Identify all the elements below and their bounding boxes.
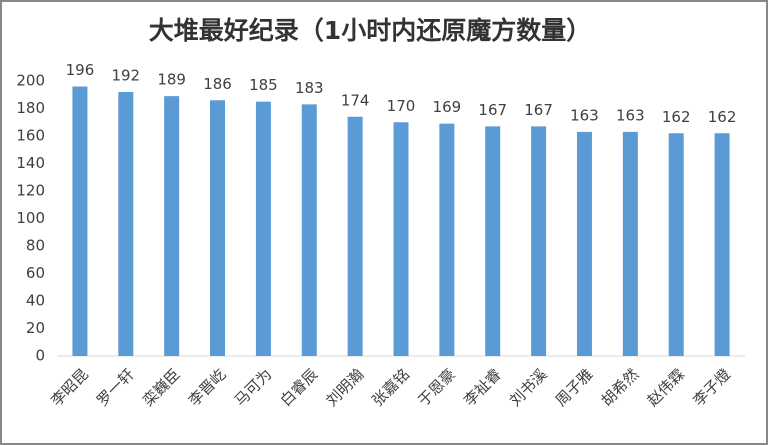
y-tick-label: 0 [35, 347, 45, 365]
bar [531, 126, 547, 356]
data-label: 185 [249, 76, 278, 94]
y-tick-label: 200 [16, 72, 45, 90]
data-label: 162 [708, 108, 737, 126]
bar [439, 123, 455, 356]
bar [668, 133, 684, 356]
bar [118, 92, 134, 356]
bar [622, 131, 638, 356]
bar [72, 86, 88, 356]
y-tick-label: 60 [26, 264, 45, 282]
y-tick-label: 180 [16, 99, 45, 117]
y-tick-label: 140 [16, 154, 45, 172]
chart-title: 大堆最好纪录（1小时内还原魔方数量） [149, 16, 591, 45]
data-label: 186 [203, 75, 232, 93]
y-tick-label: 100 [16, 209, 45, 227]
y-tick-label: 20 [26, 319, 45, 337]
data-label: 167 [478, 101, 507, 119]
bar [393, 122, 409, 356]
data-label: 196 [66, 61, 95, 79]
bar [255, 101, 271, 356]
bar [485, 126, 501, 356]
bar [164, 96, 180, 356]
data-label: 183 [295, 79, 324, 97]
data-label: 174 [341, 91, 370, 109]
data-label: 167 [524, 101, 553, 119]
data-label: 163 [616, 106, 645, 124]
data-label: 163 [570, 106, 599, 124]
bar [210, 100, 226, 356]
y-tick-label: 120 [16, 182, 45, 200]
data-label: 189 [157, 71, 186, 89]
data-label: 170 [387, 97, 416, 115]
bar [576, 131, 592, 356]
bar [347, 116, 363, 356]
data-label: 162 [662, 108, 691, 126]
y-tick-label: 160 [16, 127, 45, 145]
y-tick-label: 40 [26, 292, 45, 310]
y-tick-label: 80 [26, 237, 45, 255]
data-label: 192 [111, 67, 140, 85]
bar [714, 133, 730, 356]
bar [301, 104, 317, 356]
data-label: 169 [433, 98, 462, 116]
